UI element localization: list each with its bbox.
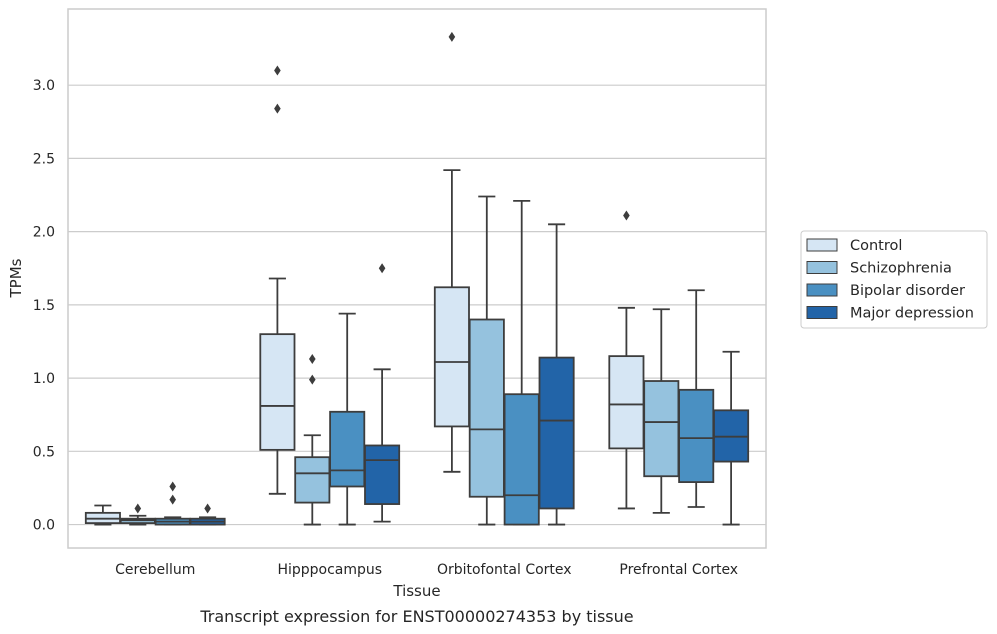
box-body bbox=[468, 318, 505, 498]
box bbox=[119, 503, 156, 526]
outlier-point bbox=[309, 354, 316, 365]
legend-label: Bipolar disorder bbox=[850, 283, 965, 299]
box bbox=[364, 263, 401, 523]
box bbox=[294, 354, 331, 526]
outlier-point bbox=[623, 210, 630, 221]
y-tick-label: 1.5 bbox=[33, 298, 55, 314]
gridlines bbox=[68, 84, 766, 526]
box bbox=[259, 65, 296, 495]
box bbox=[678, 289, 715, 508]
box-body bbox=[259, 333, 296, 451]
outlier-point bbox=[274, 65, 281, 76]
y-tick-label: 2.0 bbox=[33, 225, 55, 241]
outlier-point bbox=[169, 481, 176, 492]
outlier-point bbox=[378, 263, 386, 274]
box-series bbox=[84, 31, 750, 526]
outlier-point bbox=[274, 103, 281, 114]
x-tick-label: Orbitofontal Cortex bbox=[437, 562, 572, 578]
box bbox=[643, 308, 680, 514]
y-axis-label: TPMs bbox=[7, 258, 25, 298]
y-tick-label: 0.0 bbox=[33, 518, 55, 534]
legend-label: Major depression bbox=[850, 306, 974, 322]
outlier-point bbox=[309, 374, 316, 385]
box-body bbox=[678, 388, 715, 483]
y-axis-ticks: 0.0 0.5 1.0 1.5 2.0 2.5 3.0 bbox=[33, 78, 55, 533]
legend-label: Control bbox=[850, 238, 902, 254]
legend-swatch bbox=[806, 238, 838, 252]
box bbox=[84, 504, 121, 526]
legend-swatch bbox=[806, 306, 838, 319]
box-body bbox=[329, 410, 366, 488]
outlier-point bbox=[448, 31, 456, 42]
legend: Control Schizophrenia Bipolar disorder Majo… bbox=[800, 230, 988, 329]
y-tick-label: 2.5 bbox=[33, 151, 55, 167]
outlier-point bbox=[134, 503, 142, 514]
box-body bbox=[538, 356, 575, 510]
box bbox=[503, 199, 540, 526]
legend-swatch bbox=[806, 283, 838, 297]
chart-caption: Transcript expression for ENST0000027435… bbox=[199, 607, 633, 626]
box bbox=[608, 210, 645, 510]
box bbox=[189, 503, 226, 526]
box bbox=[468, 195, 505, 526]
x-tick-label: Cerebellum bbox=[115, 562, 195, 578]
x-axis-label: Tissue bbox=[392, 582, 440, 600]
x-axis-ticks: Cerebellum Hipppocampus Orbitofontal Corte… bbox=[115, 562, 738, 578]
box-body bbox=[643, 380, 680, 478]
box bbox=[433, 31, 470, 473]
box-body bbox=[503, 393, 540, 526]
y-tick-label: 3.0 bbox=[33, 78, 55, 94]
x-tick-label: Hipppocampus bbox=[277, 562, 382, 578]
y-tick-label: 0.5 bbox=[33, 444, 55, 460]
y-tick-label: 1.0 bbox=[33, 371, 55, 387]
box-body bbox=[364, 444, 401, 505]
outlier-point bbox=[169, 494, 176, 505]
legend-label: Schizophrenia bbox=[850, 261, 952, 277]
box bbox=[329, 312, 366, 526]
x-tick-label: Prefrontal Cortex bbox=[619, 562, 738, 578]
outlier-point bbox=[204, 503, 211, 514]
box bbox=[713, 350, 750, 526]
legend-swatch bbox=[806, 261, 838, 274]
box-body bbox=[433, 286, 470, 428]
box-body bbox=[294, 456, 331, 504]
legend-frame bbox=[800, 230, 988, 329]
box-body bbox=[608, 355, 645, 450]
plot-frame bbox=[67, 8, 767, 549]
box bbox=[154, 481, 191, 526]
box bbox=[538, 223, 575, 526]
